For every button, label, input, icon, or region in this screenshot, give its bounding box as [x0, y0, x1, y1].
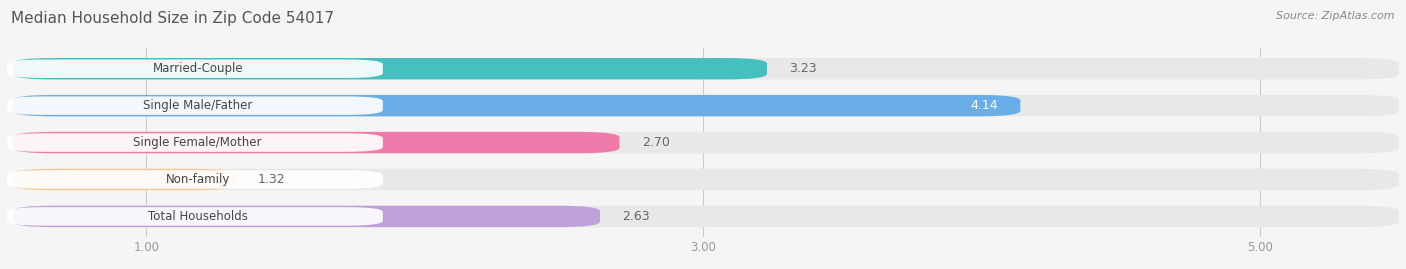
FancyBboxPatch shape	[13, 58, 1399, 79]
Text: Total Households: Total Households	[148, 210, 247, 223]
FancyBboxPatch shape	[13, 169, 1399, 190]
Text: Single Male/Father: Single Male/Father	[143, 99, 253, 112]
Text: Single Female/Mother: Single Female/Mother	[134, 136, 262, 149]
FancyBboxPatch shape	[13, 132, 620, 153]
FancyBboxPatch shape	[13, 206, 1399, 227]
Text: Married-Couple: Married-Couple	[152, 62, 243, 75]
FancyBboxPatch shape	[13, 206, 600, 227]
FancyBboxPatch shape	[7, 207, 382, 226]
Text: Source: ZipAtlas.com: Source: ZipAtlas.com	[1277, 11, 1395, 21]
FancyBboxPatch shape	[7, 170, 382, 189]
FancyBboxPatch shape	[13, 95, 1021, 116]
FancyBboxPatch shape	[13, 132, 1399, 153]
FancyBboxPatch shape	[13, 95, 1399, 116]
FancyBboxPatch shape	[13, 169, 235, 190]
Text: Non-family: Non-family	[166, 173, 231, 186]
Text: Median Household Size in Zip Code 54017: Median Household Size in Zip Code 54017	[11, 11, 335, 26]
Text: 4.14: 4.14	[970, 99, 998, 112]
Text: 2.63: 2.63	[623, 210, 650, 223]
FancyBboxPatch shape	[7, 59, 382, 78]
Text: 2.70: 2.70	[641, 136, 669, 149]
Text: 3.23: 3.23	[789, 62, 817, 75]
Text: 1.32: 1.32	[257, 173, 285, 186]
FancyBboxPatch shape	[7, 133, 382, 152]
FancyBboxPatch shape	[7, 96, 382, 115]
FancyBboxPatch shape	[13, 58, 768, 79]
